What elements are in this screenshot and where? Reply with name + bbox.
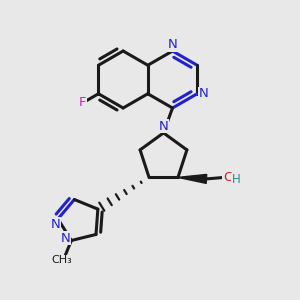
Text: F: F <box>79 95 86 109</box>
Text: N: N <box>51 218 60 231</box>
Text: N: N <box>159 120 168 133</box>
Text: N: N <box>168 38 177 51</box>
Polygon shape <box>178 174 207 183</box>
Text: N: N <box>61 232 71 244</box>
Text: CH₃: CH₃ <box>52 255 73 265</box>
Text: H: H <box>232 173 240 186</box>
Text: O: O <box>223 171 233 184</box>
Text: N: N <box>199 87 209 100</box>
